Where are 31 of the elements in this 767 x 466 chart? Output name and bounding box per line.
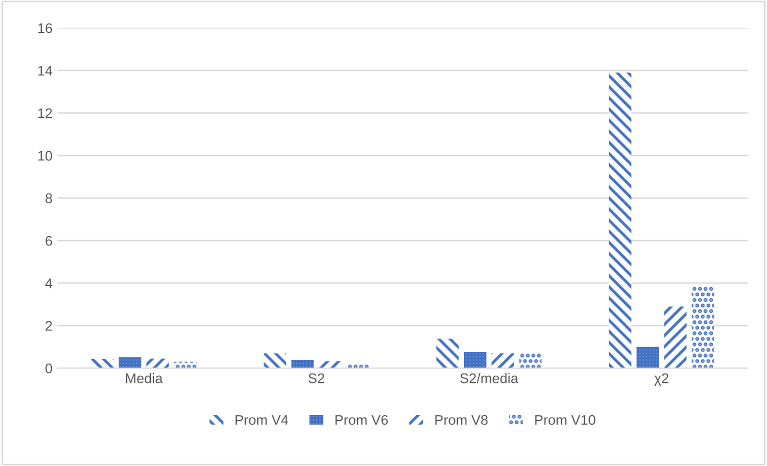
y-tick-label: 6	[46, 236, 52, 246]
y-tick-label: 12	[38, 108, 52, 118]
bar	[636, 346, 659, 368]
x-tick-label: S2/media	[460, 373, 518, 384]
bar	[519, 353, 542, 368]
legend-label: Prom V8	[435, 415, 488, 425]
y-tick-label: 2	[46, 320, 52, 331]
x-tick-label: Media	[126, 373, 163, 384]
bar	[692, 285, 714, 368]
y-tick-label: 4	[45, 278, 52, 288]
bar	[464, 352, 486, 368]
x-tick-label: χ2	[654, 373, 668, 386]
bar	[436, 338, 459, 368]
y-tick-label: 8	[46, 193, 52, 204]
bar	[91, 359, 114, 368]
y-tick-label: 10	[38, 150, 52, 161]
bar	[291, 360, 314, 368]
bar	[608, 72, 632, 368]
y-tick-label: 0	[45, 363, 52, 374]
y-tick-label: 14	[38, 66, 52, 76]
x-tick-label: S2	[308, 373, 324, 384]
y-tick-label: 16	[38, 23, 52, 34]
bar	[664, 306, 687, 368]
legend-label: Prom V6	[336, 415, 388, 425]
bar	[318, 361, 342, 368]
legend-label: Prom V10	[535, 415, 596, 425]
bar	[118, 357, 142, 368]
bar	[264, 353, 286, 368]
legend-label: Prom V4	[236, 415, 288, 425]
bar	[146, 358, 169, 368]
bar	[492, 353, 514, 368]
